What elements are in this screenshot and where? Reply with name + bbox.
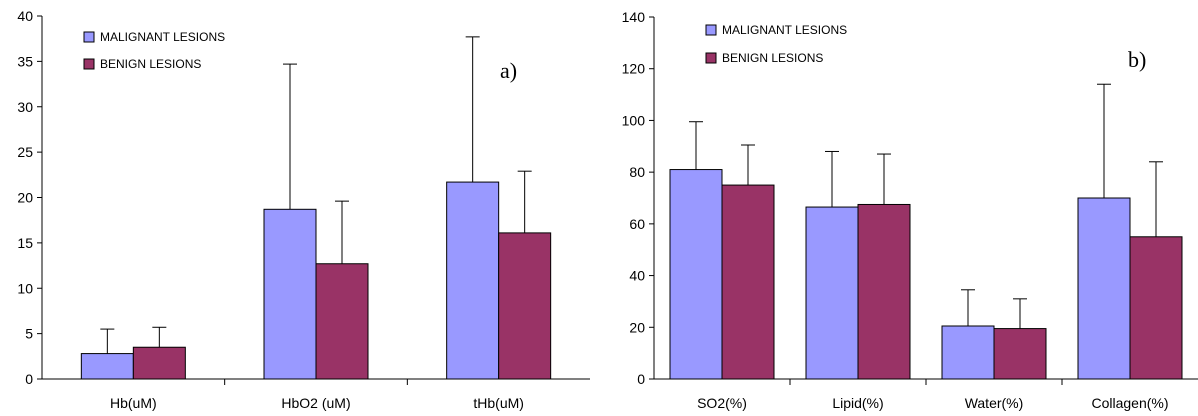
- legend-label-benign: BENIGN LESIONS: [100, 57, 201, 71]
- legend-label-benign: BENIGN LESIONS: [722, 51, 823, 65]
- bar-benign: [721, 184, 775, 380]
- y-tick-label: 0: [637, 371, 645, 387]
- x-tick-label: Water(%): [965, 395, 1024, 411]
- bar-benign: [1129, 236, 1183, 380]
- bar-malignant: [805, 206, 859, 380]
- legend-swatch-benign: [705, 52, 717, 64]
- legend-label-malignant: MALIGNANT LESIONS: [722, 23, 847, 37]
- panel-label: a): [500, 58, 517, 83]
- chart-panel-b: 0 20 40 60 80 100 120 140 SO2(%) Lipid(%) Water(%)…: [622, 9, 1198, 411]
- bar-malignant: [1077, 197, 1131, 380]
- x-tick-label: tHb(uM): [473, 395, 524, 411]
- bar-malignant: [80, 353, 134, 380]
- bar-benign: [498, 232, 552, 380]
- y-tick-label: 120: [622, 61, 646, 77]
- legend-swatch-malignant: [83, 31, 95, 43]
- chart-panel-a: 0 5 10 15 20 25 30 35 40 Hb(uM) HbO2 (uM) tHb(uM) MA…: [17, 8, 590, 411]
- y-tick-label: 5: [25, 326, 33, 342]
- legend-swatch-malignant: [705, 24, 717, 36]
- bar-benign: [857, 203, 911, 380]
- bar-malignant: [263, 208, 317, 380]
- bar-malignant: [669, 169, 723, 380]
- y-tick-label: 40: [629, 268, 645, 284]
- y-tick-label: 15: [17, 235, 33, 251]
- legend-label-malignant: MALIGNANT LESIONS: [100, 30, 225, 44]
- x-tick-label: SO2(%): [697, 395, 747, 411]
- panel-label: b): [1128, 47, 1146, 72]
- bar-benign: [993, 328, 1047, 380]
- y-tick-label: 30: [17, 99, 33, 115]
- y-tick-label: 20: [629, 319, 645, 335]
- y-tick-label: 140: [622, 9, 646, 25]
- y-tick-label: 0: [25, 371, 33, 387]
- y-tick-label: 100: [622, 112, 646, 128]
- y-tick-label: 40: [17, 8, 33, 24]
- y-tick-label: 25: [17, 144, 33, 160]
- x-tick-label: HbO2 (uM): [281, 395, 350, 411]
- legend-swatch-benign: [83, 58, 95, 70]
- x-tick-label: Lipid(%): [832, 395, 883, 411]
- y-tick-label: 80: [629, 164, 645, 180]
- bar-malignant: [446, 181, 500, 380]
- x-tick-label: Hb(uM): [110, 395, 157, 411]
- y-tick-label: 35: [17, 53, 33, 69]
- bar-malignant: [941, 325, 995, 380]
- x-tick-label: Collagen(%): [1091, 395, 1168, 411]
- bar-benign: [315, 263, 369, 380]
- bar-benign: [132, 346, 186, 380]
- y-tick-label: 10: [17, 280, 33, 296]
- y-tick-label: 20: [17, 190, 33, 206]
- y-tick-label: 60: [629, 216, 645, 232]
